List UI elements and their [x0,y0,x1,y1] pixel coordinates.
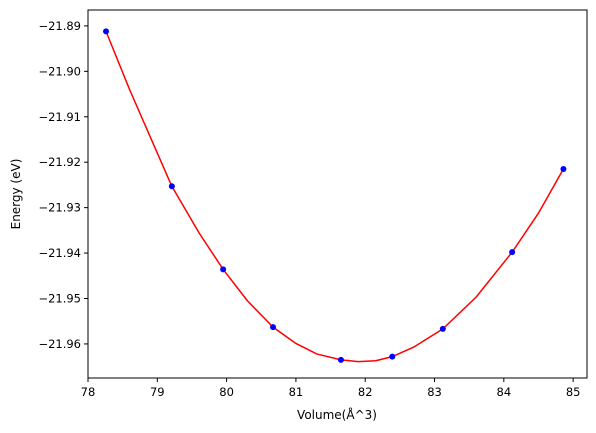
y-axis-label: Energy (eV) [9,159,23,230]
data-point [220,266,227,273]
y-tick-label: −21.95 [38,291,81,305]
y-tick-label: −21.94 [38,246,81,260]
data-point [270,324,277,331]
x-tick-label: 84 [497,385,512,399]
x-tick-label: 80 [219,385,234,399]
x-tick-label: 78 [81,385,96,399]
y-tick-label: −21.92 [38,155,81,169]
fit-curve-line [105,31,565,363]
y-tick-label: −21.90 [38,64,81,78]
data-point [439,325,446,332]
data-point [560,166,567,173]
x-tick-label: 79 [150,385,165,399]
data-point [103,28,110,35]
x-tick-label: 82 [358,385,373,399]
y-axis-ticks: −21.89 −21.90 −21.91 −21.92 −21.93 −21.94 −21.… [38,19,88,351]
x-tick-label: 83 [427,385,442,399]
y-tick-label: −21.96 [38,337,81,351]
data-point [509,249,516,256]
plot-layer [103,28,567,363]
plot-frame [87,9,588,379]
y-tick-label: −21.89 [38,19,81,33]
x-axis-ticks: 78 79 80 81 82 83 84 85 [81,378,581,399]
x-tick-label: 85 [566,385,581,399]
y-tick-label: −21.91 [38,110,81,124]
data-point [168,183,175,190]
data-point [389,353,396,360]
x-tick-label: 81 [289,385,304,399]
y-tick-label: −21.93 [38,201,81,215]
data-point [337,356,344,363]
x-axis-label: Volume(Å^3) [297,407,377,422]
